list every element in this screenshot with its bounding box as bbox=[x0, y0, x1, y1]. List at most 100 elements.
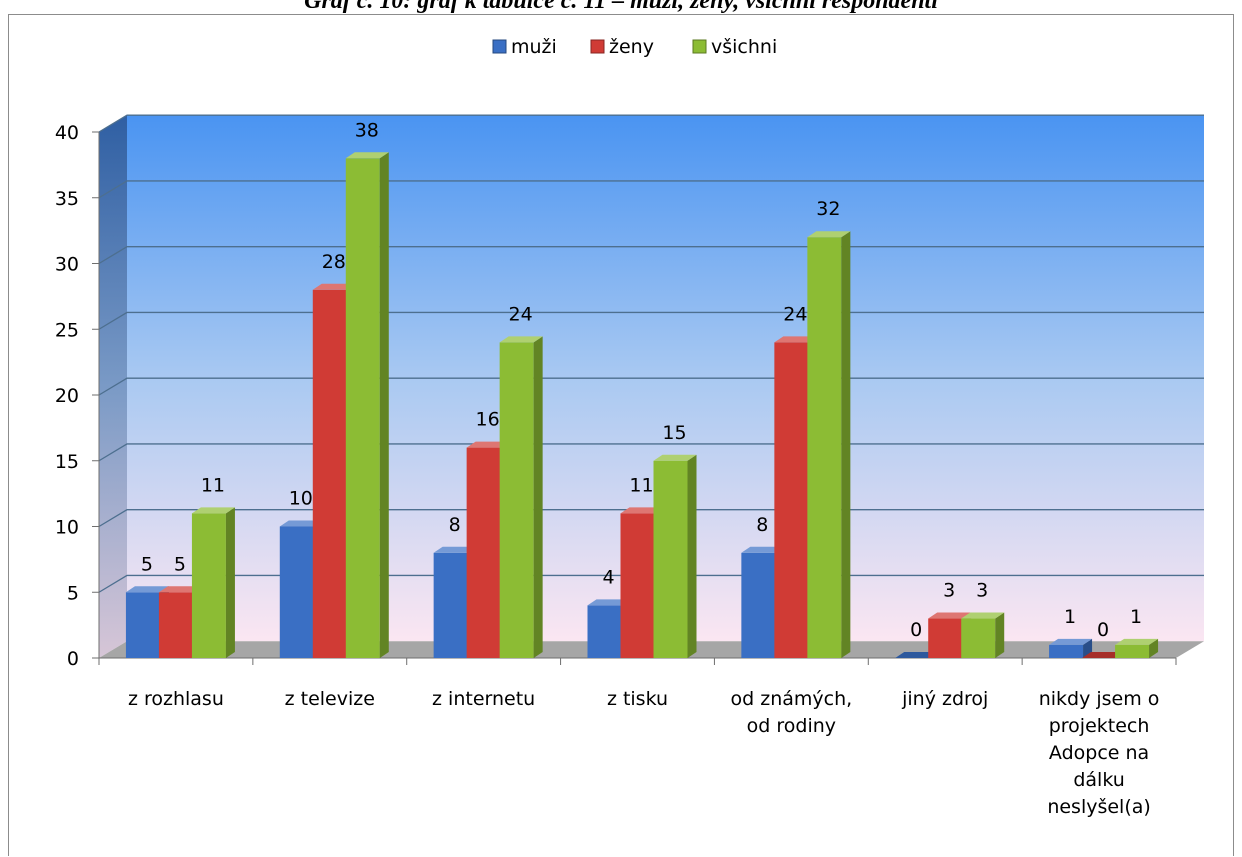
bar-top bbox=[433, 546, 477, 553]
bar[interactable] bbox=[466, 447, 501, 658]
bar-top bbox=[741, 546, 785, 553]
category-label: od rodiny bbox=[747, 715, 836, 737]
category-label: z televize bbox=[285, 688, 375, 710]
bar-top bbox=[961, 612, 1005, 619]
data-label: 0 bbox=[1097, 619, 1109, 641]
category-label: jiný zdroj bbox=[901, 688, 988, 710]
data-label: 24 bbox=[783, 303, 807, 325]
data-label: 15 bbox=[662, 422, 686, 444]
y-tick-label: 30 bbox=[55, 254, 79, 276]
data-label: 3 bbox=[976, 580, 988, 602]
legend-label: ženy bbox=[609, 36, 654, 58]
bar[interactable] bbox=[620, 513, 655, 658]
bar[interactable] bbox=[653, 460, 688, 658]
category-label: Adopce na bbox=[1049, 742, 1149, 764]
bar-top bbox=[1115, 638, 1159, 645]
category-label: z tisku bbox=[607, 688, 668, 710]
bar[interactable] bbox=[158, 592, 193, 658]
y-tick-label: 40 bbox=[55, 122, 79, 144]
bar[interactable] bbox=[1115, 644, 1150, 658]
bar-top bbox=[466, 441, 510, 448]
data-label: 0 bbox=[910, 619, 922, 641]
data-label: 11 bbox=[629, 474, 653, 496]
data-label: 16 bbox=[476, 409, 500, 431]
data-label: 28 bbox=[322, 251, 346, 273]
data-label: 10 bbox=[289, 488, 313, 510]
bar-side bbox=[841, 231, 851, 658]
data-label: 11 bbox=[201, 474, 225, 496]
data-label: 1 bbox=[1064, 606, 1076, 628]
data-label: 5 bbox=[141, 553, 153, 575]
category-label: projektech bbox=[1049, 715, 1150, 737]
bar[interactable] bbox=[741, 552, 776, 658]
bar[interactable] bbox=[807, 237, 842, 658]
legend-label: muži bbox=[511, 36, 557, 58]
category-label: neslyšel(a) bbox=[1047, 796, 1151, 818]
legend-swatch bbox=[692, 39, 707, 54]
legend-swatch bbox=[492, 39, 507, 54]
data-label: 8 bbox=[756, 514, 768, 536]
gridline bbox=[98, 180, 1204, 199]
y-tick-label: 5 bbox=[67, 582, 79, 604]
data-label: 24 bbox=[509, 303, 533, 325]
bar[interactable] bbox=[279, 526, 314, 659]
bar[interactable] bbox=[125, 592, 160, 658]
category-label: od známých, bbox=[731, 688, 853, 710]
bar-top bbox=[312, 283, 356, 290]
bar-top bbox=[620, 507, 664, 514]
bar-top bbox=[653, 454, 697, 461]
bar-side bbox=[533, 336, 543, 658]
bar-top bbox=[587, 599, 631, 606]
bar[interactable] bbox=[774, 342, 809, 658]
bar-top bbox=[279, 520, 323, 527]
data-label: 1 bbox=[1130, 606, 1142, 628]
bar[interactable] bbox=[312, 289, 347, 658]
y-tick-label: 10 bbox=[55, 517, 79, 539]
category-label: z internetu bbox=[432, 688, 535, 710]
bar[interactable] bbox=[499, 342, 534, 658]
category-label: nikdy jsem o bbox=[1039, 688, 1160, 710]
y-tick-label: 20 bbox=[55, 385, 79, 407]
bar[interactable] bbox=[433, 552, 468, 658]
bar-top bbox=[125, 586, 169, 593]
bar-side bbox=[687, 454, 697, 658]
legend-swatch bbox=[590, 39, 605, 54]
category-label: dálku bbox=[1073, 769, 1124, 791]
y-tick-label: 35 bbox=[55, 188, 79, 210]
bar-top bbox=[191, 507, 235, 514]
figure-caption: Graf č. 10: graf k tabulce č. 11 – muži,… bbox=[304, 0, 938, 14]
data-label: 8 bbox=[449, 514, 461, 536]
data-label: 3 bbox=[943, 580, 955, 602]
bar-top bbox=[928, 612, 972, 619]
y-tick-label: 15 bbox=[55, 451, 79, 473]
bar[interactable] bbox=[587, 605, 622, 658]
category-label: z rozhlasu bbox=[128, 688, 224, 710]
bar[interactable] bbox=[928, 618, 963, 658]
y-tick-label: 25 bbox=[55, 319, 79, 341]
chart-frame: 0 5 10 15 20 25 30 35 40 z rozhlasu 5 5 11 z televize… bbox=[8, 14, 1234, 856]
legend-label: všichni bbox=[711, 36, 777, 58]
bar-top bbox=[345, 152, 389, 159]
data-label: 32 bbox=[816, 198, 840, 220]
bar[interactable] bbox=[191, 513, 226, 658]
bar-side bbox=[379, 152, 389, 659]
y-tick-label: 0 bbox=[67, 648, 79, 670]
bar-side bbox=[995, 612, 1005, 658]
bar-top bbox=[499, 336, 543, 343]
bar[interactable] bbox=[1049, 644, 1084, 658]
data-label: 38 bbox=[355, 119, 379, 141]
bar-top bbox=[1049, 638, 1093, 645]
bar[interactable] bbox=[345, 158, 380, 659]
data-label: 5 bbox=[174, 553, 186, 575]
bar-top bbox=[807, 231, 851, 238]
bar-zero bbox=[895, 652, 939, 658]
bar-side bbox=[1149, 638, 1159, 658]
bar-side bbox=[225, 507, 235, 658]
bar-zero bbox=[1082, 652, 1126, 658]
data-label: 4 bbox=[602, 566, 614, 588]
bar-top bbox=[158, 586, 202, 593]
bar[interactable] bbox=[961, 618, 996, 658]
gridline bbox=[98, 114, 1204, 133]
